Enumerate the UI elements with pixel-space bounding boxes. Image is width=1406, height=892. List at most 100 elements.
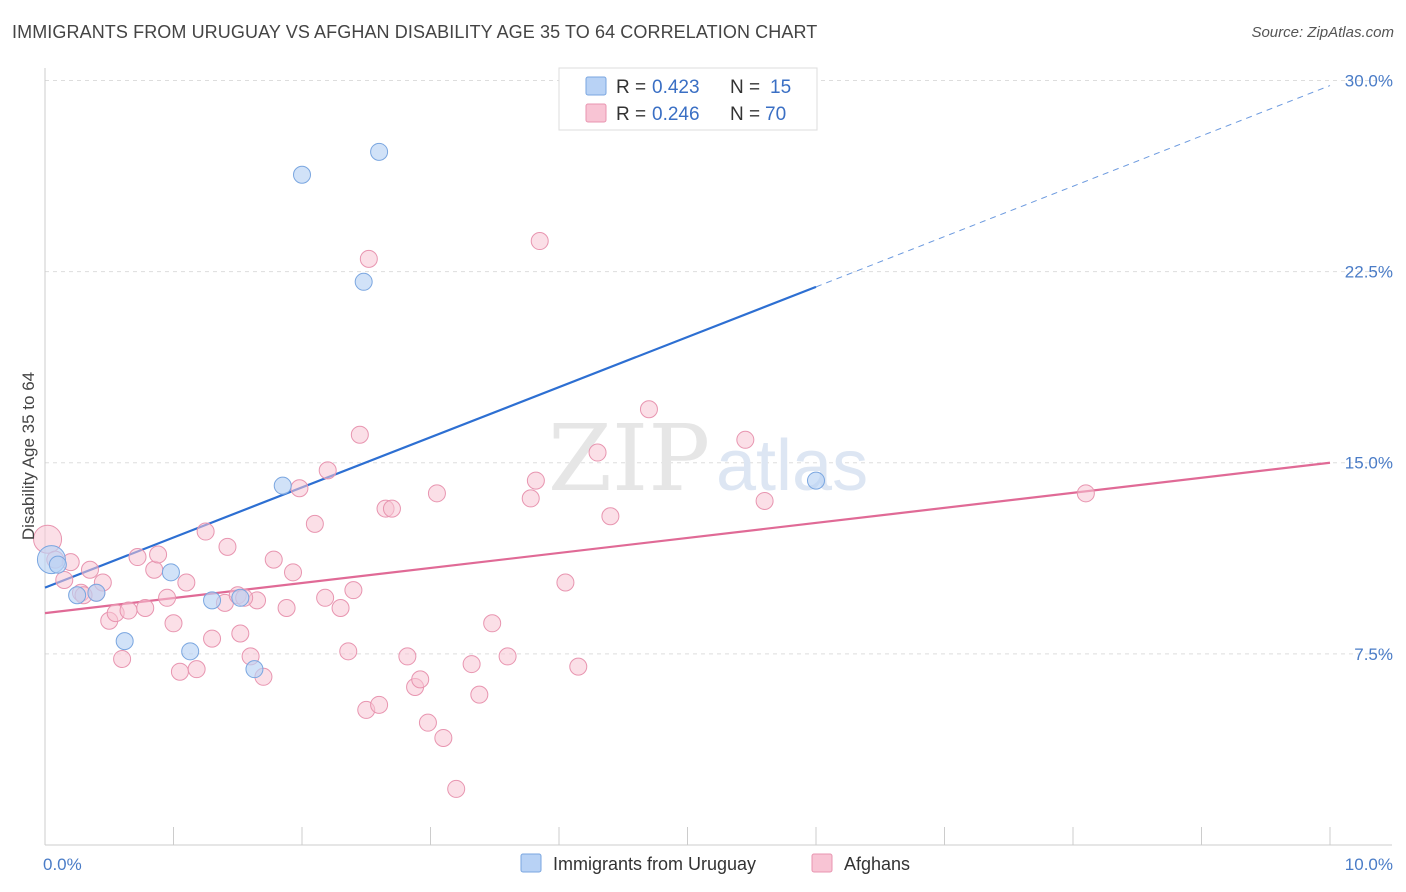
afghan-trend-line [44,461,1331,615]
afghan-point [128,548,147,567]
legend-swatch-uruguay [585,76,607,96]
uruguay-point [115,632,134,651]
afghan-point [149,545,168,564]
afghan-point [359,249,378,268]
axes [44,68,1392,846]
afghan-point [382,499,401,518]
afghan-point [588,443,607,462]
afghan-point [601,507,620,526]
afghan-point [284,563,303,582]
afghan-point [264,550,283,569]
legend-r-label: R = [616,77,646,98]
uruguay-point [245,660,264,679]
y-tick-label: 7.5% [1354,645,1393,664]
bottom-legend-swatch-afghan [811,853,833,873]
uruguay-point [231,588,250,607]
y-tick-label: 30.0% [1345,71,1393,90]
afghan-point [305,514,324,533]
bottom-legend-label-uruguay: Immigrants from Uruguay [553,854,756,874]
uruguay-point [161,563,180,582]
afghan-point [187,660,206,679]
afghan-point [530,232,549,251]
legend-n-value: 15 [770,77,791,98]
afghan-point [218,537,237,556]
watermark-zip: ZIP [548,405,710,512]
legend-n-value: 70 [765,104,786,125]
afghan-point [470,685,489,704]
x-tick-labels: 0.0% 10.0% [43,855,1393,874]
afghan-point [55,570,74,589]
afghan-point [80,560,99,579]
trend-lines [44,85,1331,615]
legend-r-label: R = [616,104,646,125]
afghan-point [231,624,250,643]
afghan-point [411,670,430,689]
afghan-point [145,560,164,579]
uruguay-trend-line [44,285,817,589]
afghan-point [203,629,222,648]
afghan-point [158,588,177,607]
uruguay-point [354,272,373,291]
afghan-point [1076,484,1095,503]
legend-n-label: N = [730,104,760,125]
uruguay-point [273,476,292,495]
bottom-legend-label-afghan: Afghans [844,854,910,874]
chart-title: IMMIGRANTS FROM URUGUAY VS AFGHAN DISABI… [12,22,818,42]
x-tick-label: 0.0% [43,855,82,874]
legend-r-value: 0.246 [652,104,700,125]
afghan-point [170,662,189,681]
afghan-point [526,471,545,490]
uruguay-point [293,165,311,184]
afghan-point [344,581,363,600]
uruguay-point [807,471,825,490]
top-legend: R = 0.423 N = 15 R = 0.246 N = 70 [558,67,818,131]
afghan-point [339,642,358,661]
bottom-legend-swatch-uruguay [520,853,542,873]
uruguay-trend-extension [815,85,1331,288]
afghan-point [370,695,389,714]
afghan-point [447,779,466,798]
afghan-point [136,599,155,617]
afghan-point [427,484,446,503]
afghan-point [498,647,517,666]
afghan-point [521,489,540,508]
source-label: Source: ZipAtlas.com [1251,24,1394,41]
afghan-point [196,522,215,541]
afghan-point [483,614,502,633]
afghan-point [736,430,755,449]
uruguay-point [181,642,200,661]
uruguay-point [48,555,67,574]
afghan-point [290,479,309,498]
afghan-point [277,599,296,617]
legend-r-value: 0.423 [652,77,700,98]
afghan-point [119,601,138,620]
afghan-point [177,573,196,592]
y-tick-label: 15.0% [1345,454,1393,473]
afghan-point [318,461,337,480]
uruguay-point [68,586,87,605]
data-points [33,142,1095,798]
afghan-point [462,655,481,674]
x-tick-label: 10.0% [1345,855,1393,874]
afghan-point [639,400,658,419]
afghan-point [755,491,774,510]
legend-swatch-afghan [585,103,607,123]
afghan-point [350,425,369,444]
y-tick-labels: 7.5% 15.0% 22.5% 30.0% [1345,71,1393,663]
afghan-point [316,588,335,607]
y-tick-label: 22.5% [1345,263,1393,282]
afghan-point [418,713,437,732]
uruguay-point [87,583,106,602]
afghan-point [164,614,183,633]
afghan-point [398,647,417,666]
afghan-point [556,573,575,592]
uruguay-point [370,142,389,161]
afghan-point [569,657,588,676]
afghan-point [113,649,132,668]
uruguay-point [203,591,222,610]
y-axis-label: Disability Age 35 to 64 [19,372,38,540]
afghan-point [331,599,350,617]
gridlines [45,79,1392,655]
bottom-legend: Immigrants from Uruguay Afghans [520,853,910,874]
